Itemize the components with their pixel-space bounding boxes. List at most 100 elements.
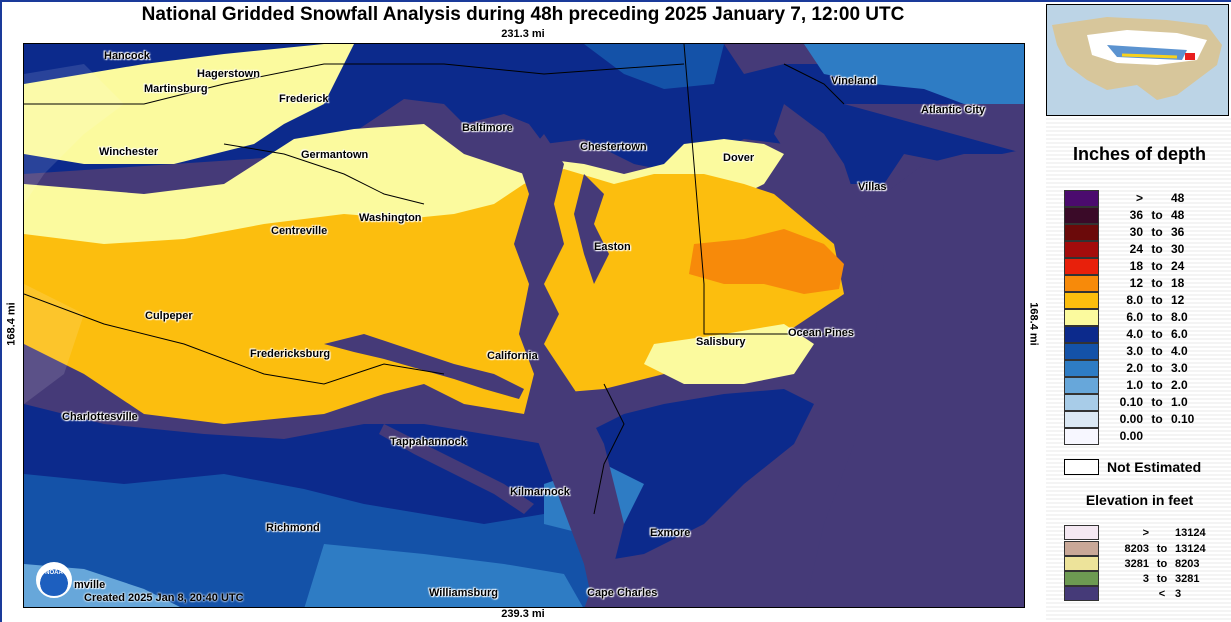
city-label: Dover (723, 152, 755, 164)
city-label: Hagerstown (197, 68, 260, 80)
elevation-to: 13124 (1175, 542, 1206, 555)
elevation-to: 8203 (1175, 557, 1200, 570)
elevation-to-word: to (1156, 542, 1168, 555)
city-label: Villas (858, 181, 887, 193)
elevation-row: 3 to 3281 (1064, 571, 1211, 586)
city-label: Centreville (271, 225, 328, 237)
legend-from: 3.0 (1126, 344, 1143, 358)
elevation-from: 3 (1142, 572, 1149, 585)
legend-from: 18 (1129, 259, 1143, 273)
created-timestamp: Created 2025 Jan 8, 20:40 UTC (84, 592, 244, 604)
elevation-to: 3 (1175, 587, 1182, 600)
legend-to: 12 (1171, 293, 1185, 307)
legend-row: 8.0 to 12 (1064, 291, 1201, 309)
legend-to: 24 (1171, 259, 1185, 273)
elevation-legend-title: Elevation in feet (1085, 492, 1194, 508)
legend-to: 48 (1171, 191, 1185, 205)
legend-swatch (1064, 291, 1099, 309)
scale-top-label: 231.3 mi (501, 28, 545, 40)
legend-to: 3.0 (1171, 361, 1188, 375)
legend-swatch (1064, 257, 1099, 275)
legend-to-word: to (1151, 242, 1163, 256)
elevation-from: 3281 (1124, 557, 1149, 570)
legend-to: 48 (1171, 208, 1185, 222)
legend-row: 1.0 to 2.0 (1064, 376, 1201, 394)
legend-title: Inches of depth (1072, 144, 1206, 164)
legend-swatch (1064, 410, 1099, 428)
legend-row: 0.10 to 1.0 (1064, 393, 1201, 411)
legend-from: 8.0 (1126, 293, 1143, 307)
elevation-row: 3281 to 8203 (1064, 556, 1211, 571)
elevation-row: 8203 to 13124 (1064, 541, 1211, 556)
legend-to: 6.0 (1171, 327, 1188, 341)
legend-to: 2.0 (1171, 378, 1188, 392)
city-label: Fredericksburg (250, 348, 331, 360)
city-label: Salisbury (696, 336, 746, 348)
legend-to: 1.0 (1171, 395, 1188, 409)
legend-from: 6.0 (1126, 310, 1143, 324)
elevation-swatch (1064, 556, 1099, 571)
legend-swatch (1064, 274, 1099, 292)
legend-swatch (1064, 359, 1099, 377)
elevation-row: > 13124 (1064, 525, 1211, 540)
legend-from: 1.0 (1126, 378, 1143, 392)
city-label: Culpeper (145, 310, 193, 322)
legend-swatch (1064, 325, 1099, 343)
city-label: Martinsburg (144, 83, 208, 95)
city-label: Richmond (266, 522, 320, 534)
legend-swatch (1064, 308, 1099, 326)
city-label: Easton (594, 241, 631, 253)
legend-swatch (1064, 393, 1099, 411)
legend-swatch (1064, 376, 1099, 394)
snowfall-map[interactable]: Hancock Hagerstown Martinsburg Frederick… (23, 43, 1025, 608)
city-label: Frederick (279, 93, 329, 105)
legend-to-word: to (1151, 378, 1163, 392)
city-label: Vineland (831, 75, 877, 87)
city-label: Germantown (301, 149, 369, 161)
legend-row: 18 to 24 (1064, 257, 1201, 275)
scale-right-label: 168.4 mi (1027, 302, 1040, 346)
legend-to: 18 (1171, 276, 1185, 290)
elevation-swatch (1064, 525, 1099, 540)
elevation-swatch (1064, 541, 1099, 556)
noaa-logo: NOAA (36, 562, 72, 598)
elevation-swatch (1064, 586, 1099, 601)
scale-bottom-label: 239.3 mi (501, 608, 545, 620)
city-label: Ocean Pines (788, 327, 855, 339)
legend-to-word: to (1151, 361, 1163, 375)
legend-to-word: to (1151, 395, 1163, 409)
elevation-row: < 3 (1064, 586, 1211, 601)
legend-from: 0.10 (1119, 395, 1143, 409)
legend-from: 0.00 (1119, 412, 1143, 426)
not-estimated-swatch (1064, 459, 1099, 475)
legend-swatch (1064, 206, 1099, 224)
city-label: Baltimore (462, 122, 513, 134)
city-label: Kilmarnock (510, 486, 570, 498)
legend-to-word: to (1151, 276, 1163, 290)
elevation-to: 13124 (1175, 526, 1206, 539)
legend-row: 36 to 48 (1064, 206, 1201, 224)
city-label: California (487, 350, 538, 362)
legend-to-word: to (1151, 327, 1163, 341)
legend-row: 30 to 36 (1064, 223, 1201, 241)
legend-row: 24 to 30 (1064, 240, 1201, 258)
legend-row: 0.00 to 0.10 (1064, 410, 1201, 428)
legend-from: 24 (1129, 242, 1143, 256)
legend-row: 3.0 to 4.0 (1064, 342, 1201, 360)
city-label: Hancock (104, 50, 150, 62)
legend-row: > 48 (1064, 189, 1201, 207)
legend-from: 36 (1129, 208, 1143, 222)
legend-to: 8.0 (1171, 310, 1188, 324)
legend-swatch (1064, 427, 1099, 445)
city-label: Exmore (650, 527, 691, 539)
elevation-from: > (1142, 526, 1149, 539)
elevation-swatch (1064, 571, 1099, 586)
map-title: National Gridded Snowfall Analysis durin… (141, 4, 905, 25)
legend-to-word: to (1151, 310, 1163, 324)
legend-to: 30 (1171, 242, 1185, 256)
legend-row: 6.0 to 8.0 (1064, 308, 1201, 326)
legend-to: 0.10 (1171, 412, 1195, 426)
city-label: Chestertown (580, 141, 647, 153)
legend-to: 4.0 (1171, 344, 1188, 358)
